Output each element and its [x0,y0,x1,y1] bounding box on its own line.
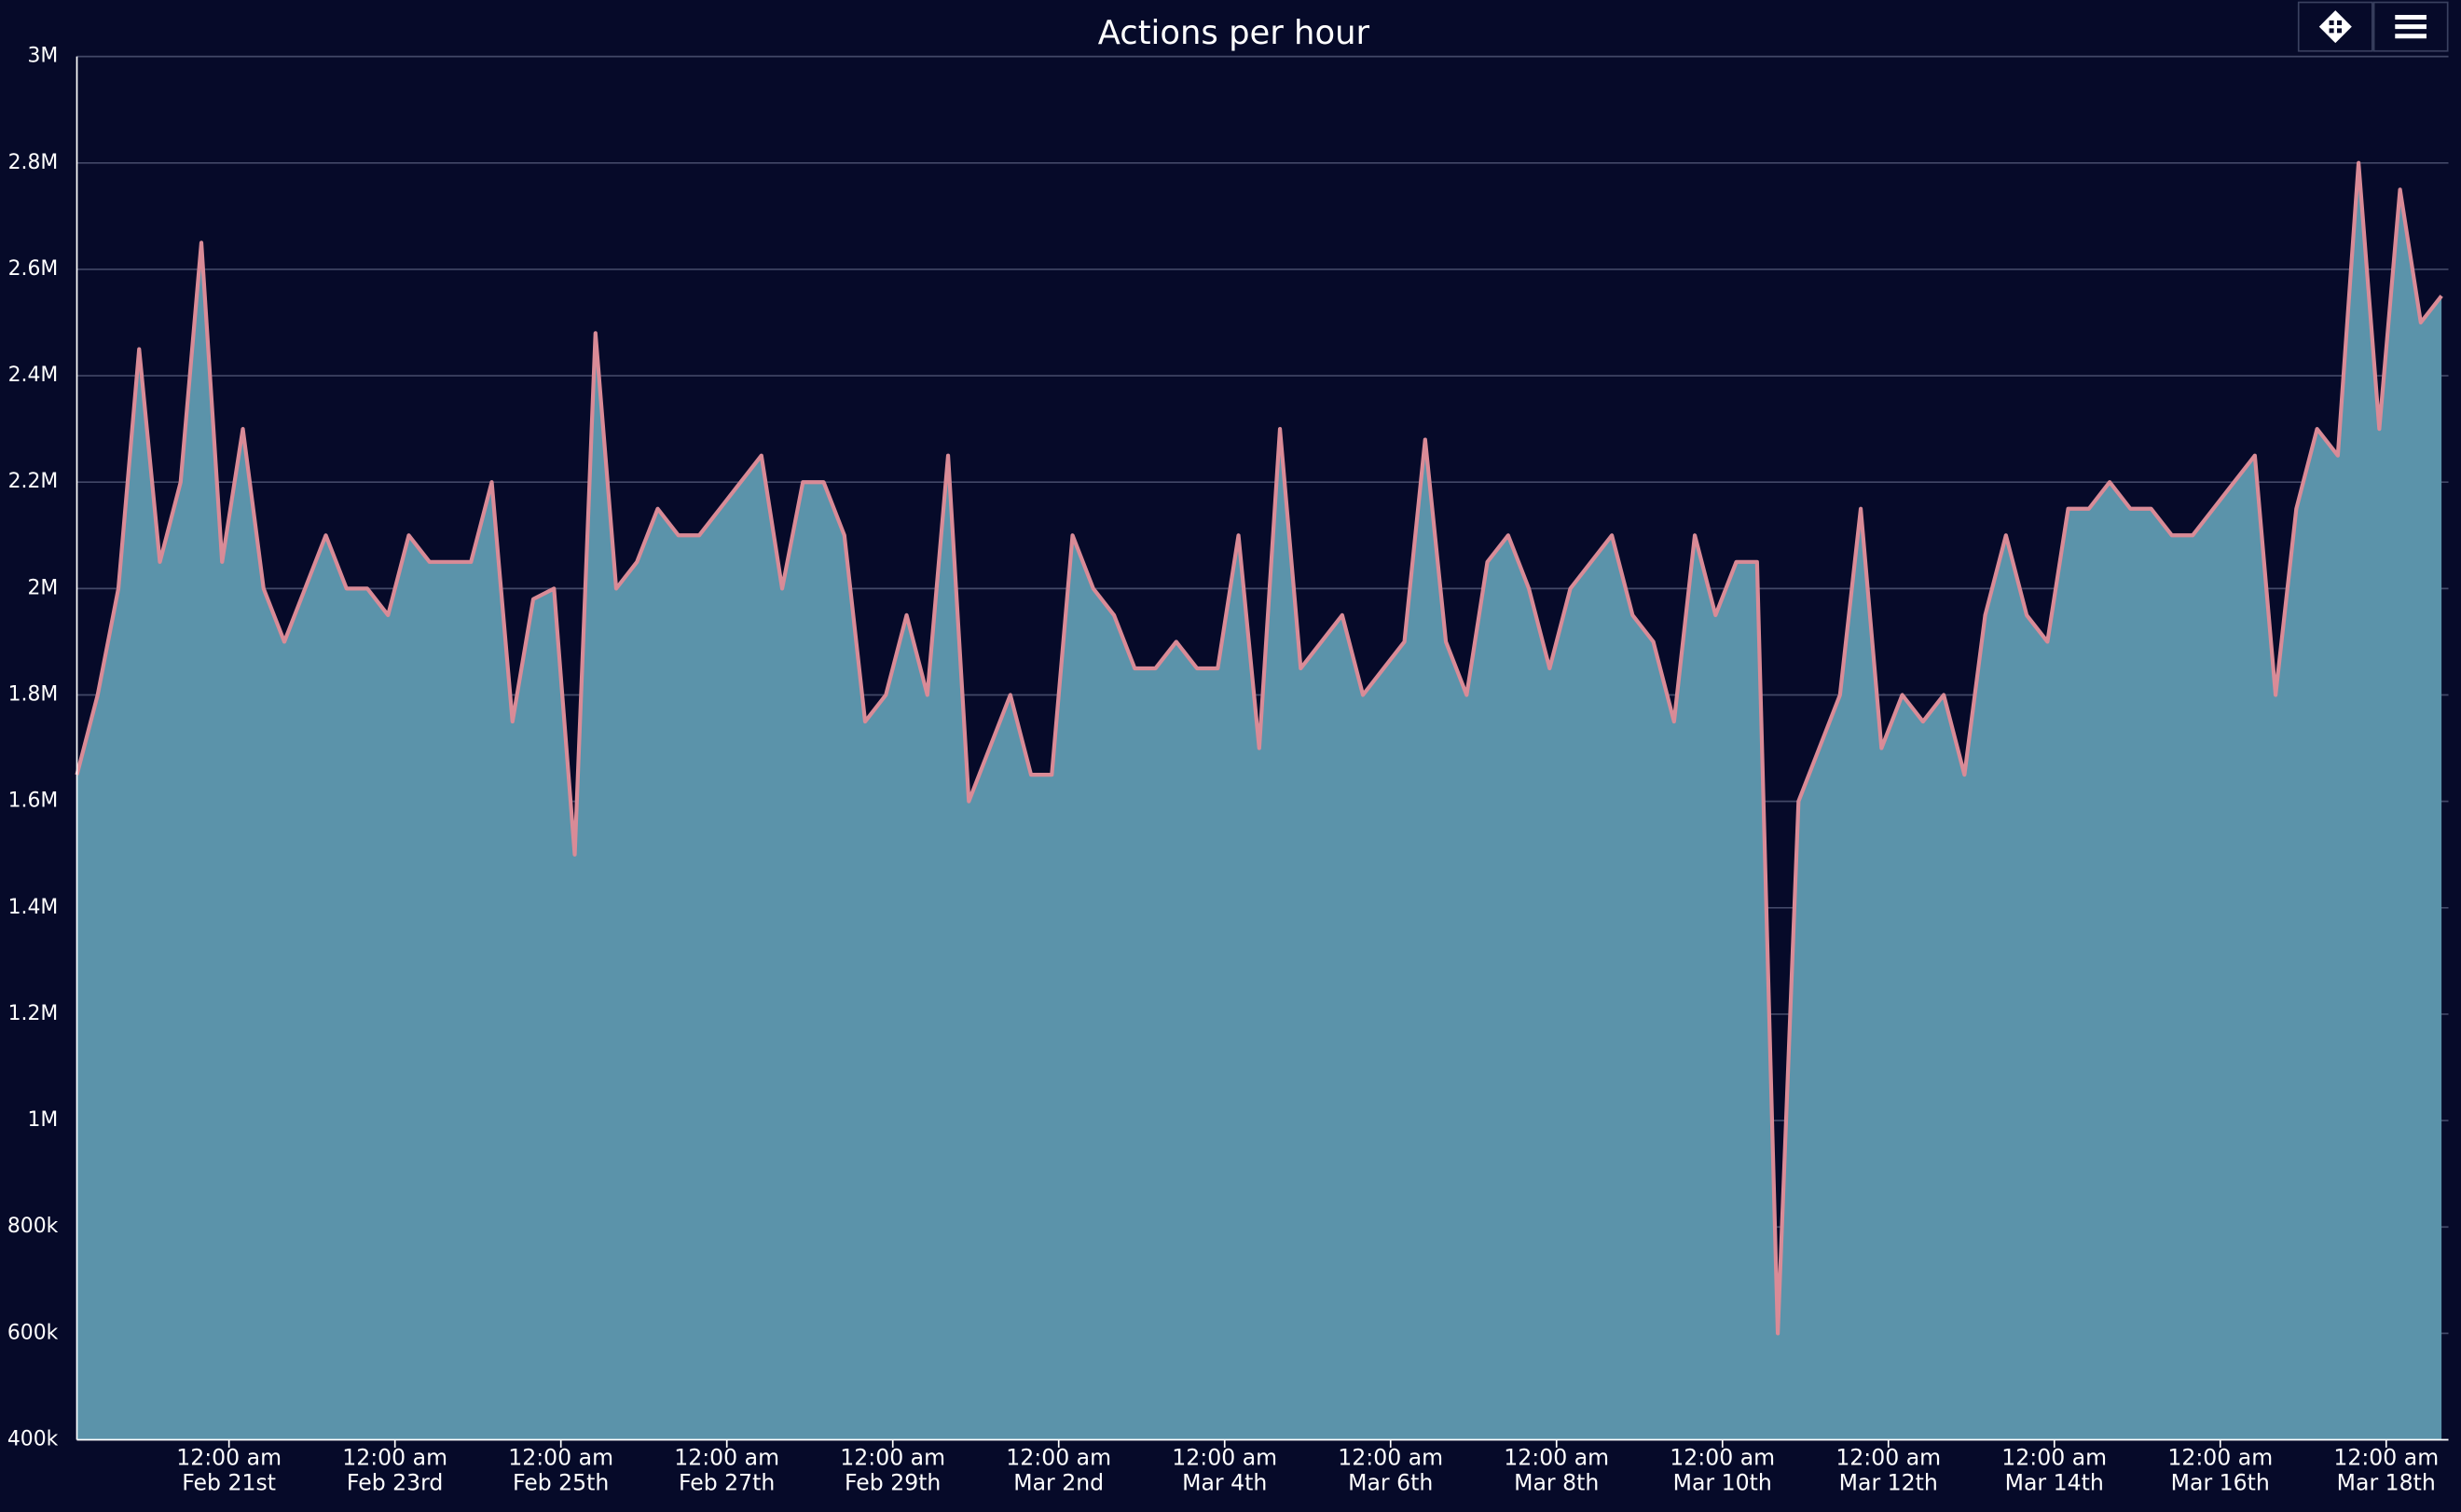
y-tick-label: 2.4M [8,364,59,387]
y-tick-label: 1.6M [8,790,59,813]
menu-button[interactable] [2372,1,2449,52]
y-tick-label: 2.8M [8,151,59,174]
pan-icon [2318,10,2352,44]
y-tick-label: 1.4M [8,896,59,919]
x-tick-label: 12:00 am Mar 14th [2001,1446,2108,1497]
area-line [75,160,2443,1336]
x-tick-label: 12:00 am Mar 16th [2167,1446,2274,1497]
y-tick-label: 400k [7,1428,59,1451]
y-tick-label: 600k [7,1321,59,1344]
y-tick-label: 1.8M [8,683,59,707]
x-tick-label: 12:00 am Feb 29th [840,1446,946,1497]
x-tick-label: 12:00 am Mar 18th [2333,1446,2440,1497]
x-tick-label: 12:00 am Mar 4th [1172,1446,1278,1497]
x-tick-label: 12:00 am Feb 27th [674,1446,780,1497]
y-tick-label: 3M [28,45,59,68]
x-tick-label: 12:00 am Feb 25th [508,1446,614,1497]
menu-icon [2395,15,2427,39]
x-tick-label: 12:00 am Mar 8th [1504,1446,1610,1497]
pan-button[interactable] [2297,1,2373,52]
x-tick-label: 12:00 am Mar 10th [1670,1446,1776,1497]
x-tick-label: 12:00 am Mar 6th [1338,1446,1444,1497]
y-tick-label: 800k [7,1215,59,1238]
area [76,162,2442,1440]
y-tick-label: 1.2M [8,1002,59,1025]
x-tick-label: 12:00 am Mar 12th [1835,1446,1942,1497]
x-tick-label: 12:00 am Feb 23rd [342,1446,448,1497]
x-tick-label: 12:00 am Feb 21st [176,1446,282,1497]
y-tick-label: 2.6M [8,257,59,281]
y-tick-label: 1M [28,1108,59,1132]
chart-title: Actions per hour [1098,14,1370,52]
x-tick-label: 12:00 am Mar 2nd [1006,1446,1112,1497]
y-tick-label: 2.2M [8,470,59,493]
y-tick-label: 2M [28,576,59,599]
